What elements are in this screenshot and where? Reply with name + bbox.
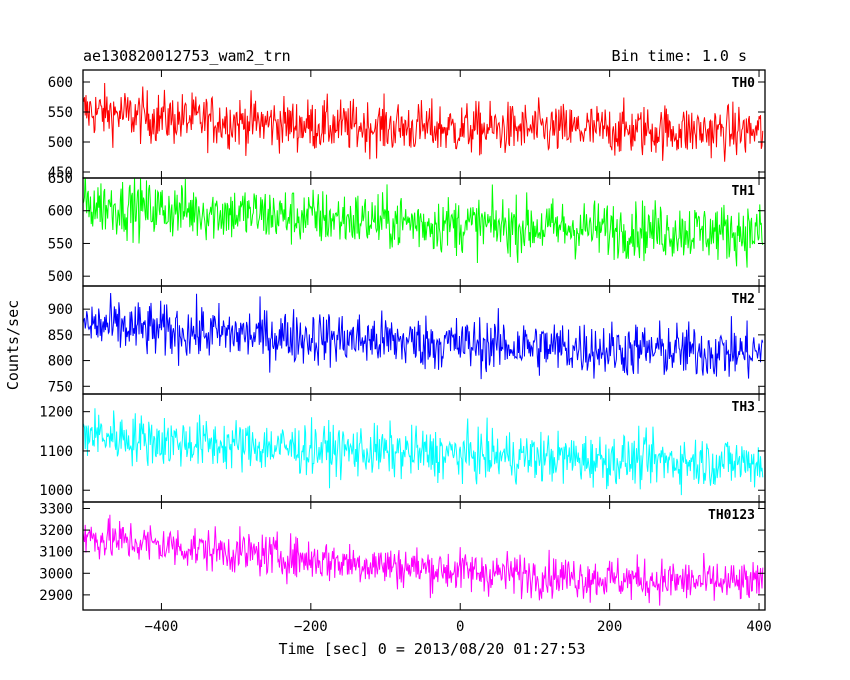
panel-label: TH2 (732, 292, 755, 307)
y-tick-label: 550 (48, 105, 73, 121)
panel-label: TH1 (732, 184, 756, 199)
x-tick-label: −200 (294, 619, 328, 635)
series-line-th3 (83, 408, 764, 496)
source-title: ae130820012753_wam2_trn (83, 47, 291, 65)
y-tick-label: 900 (48, 302, 73, 318)
y-tick-label: 650 (48, 171, 73, 187)
y-tick-label: 800 (48, 354, 73, 370)
x-tick-label: 0 (456, 619, 464, 635)
y-tick-label: 600 (48, 75, 73, 91)
series-line-th2 (83, 292, 764, 380)
y-tick-label: 850 (48, 328, 73, 344)
y-tick-label: 600 (48, 204, 73, 220)
y-tick-label: 550 (48, 236, 73, 252)
y-tick-label: 3300 (39, 501, 73, 517)
x-axis: −400 −200 0 200 400 (145, 619, 772, 635)
y-tick-label: 750 (48, 379, 73, 395)
y-tick-label: 3200 (39, 523, 73, 539)
panel-th0123: 2900 3000 3100 3200 3300 TH0123 (39, 501, 766, 611)
series-line-th0123 (83, 514, 764, 606)
x-tick-label: 400 (746, 619, 771, 635)
panel-th3: 1000 1100 1200 TH3 (39, 393, 766, 503)
series-line-th1 (83, 178, 764, 268)
panel-label: TH3 (732, 400, 755, 415)
y-tick-label: 500 (48, 269, 73, 285)
x-axis-title: Time [sec] 0 = 2013/08/20 01:27:53 (278, 640, 585, 658)
panel-th1: 500 550 600 650 TH1 (48, 171, 766, 287)
y-tick-label: 3100 (39, 545, 73, 561)
y-tick-label: 1200 (39, 405, 73, 421)
y-tick-label: 1100 (39, 444, 73, 460)
panel-label: TH0123 (708, 508, 755, 523)
panel-th0: 450 500 550 600 TH0 (48, 69, 766, 181)
bin-time-label: Bin time: 1.0 s (612, 47, 747, 65)
panel-label: TH0 (732, 76, 756, 91)
x-tick-label: 200 (597, 619, 622, 635)
y-tick-label: 1000 (39, 483, 73, 499)
x-tick-label: −400 (145, 619, 179, 635)
y-tick-label: 2900 (39, 588, 73, 604)
y-axis-title: Counts/sec (4, 300, 22, 390)
panel-th2: 750 800 850 900 TH2 (48, 285, 766, 395)
panel-frame (82, 501, 766, 611)
y-tick-label: 3000 (39, 566, 73, 582)
y-tick-label: 500 (48, 135, 73, 151)
series-line-th0 (83, 83, 764, 162)
y-tick-label: 450 (48, 165, 73, 181)
panels: 450 500 550 600 TH0 500 550 600 650 TH1 750 800 850 9… (39, 69, 766, 611)
